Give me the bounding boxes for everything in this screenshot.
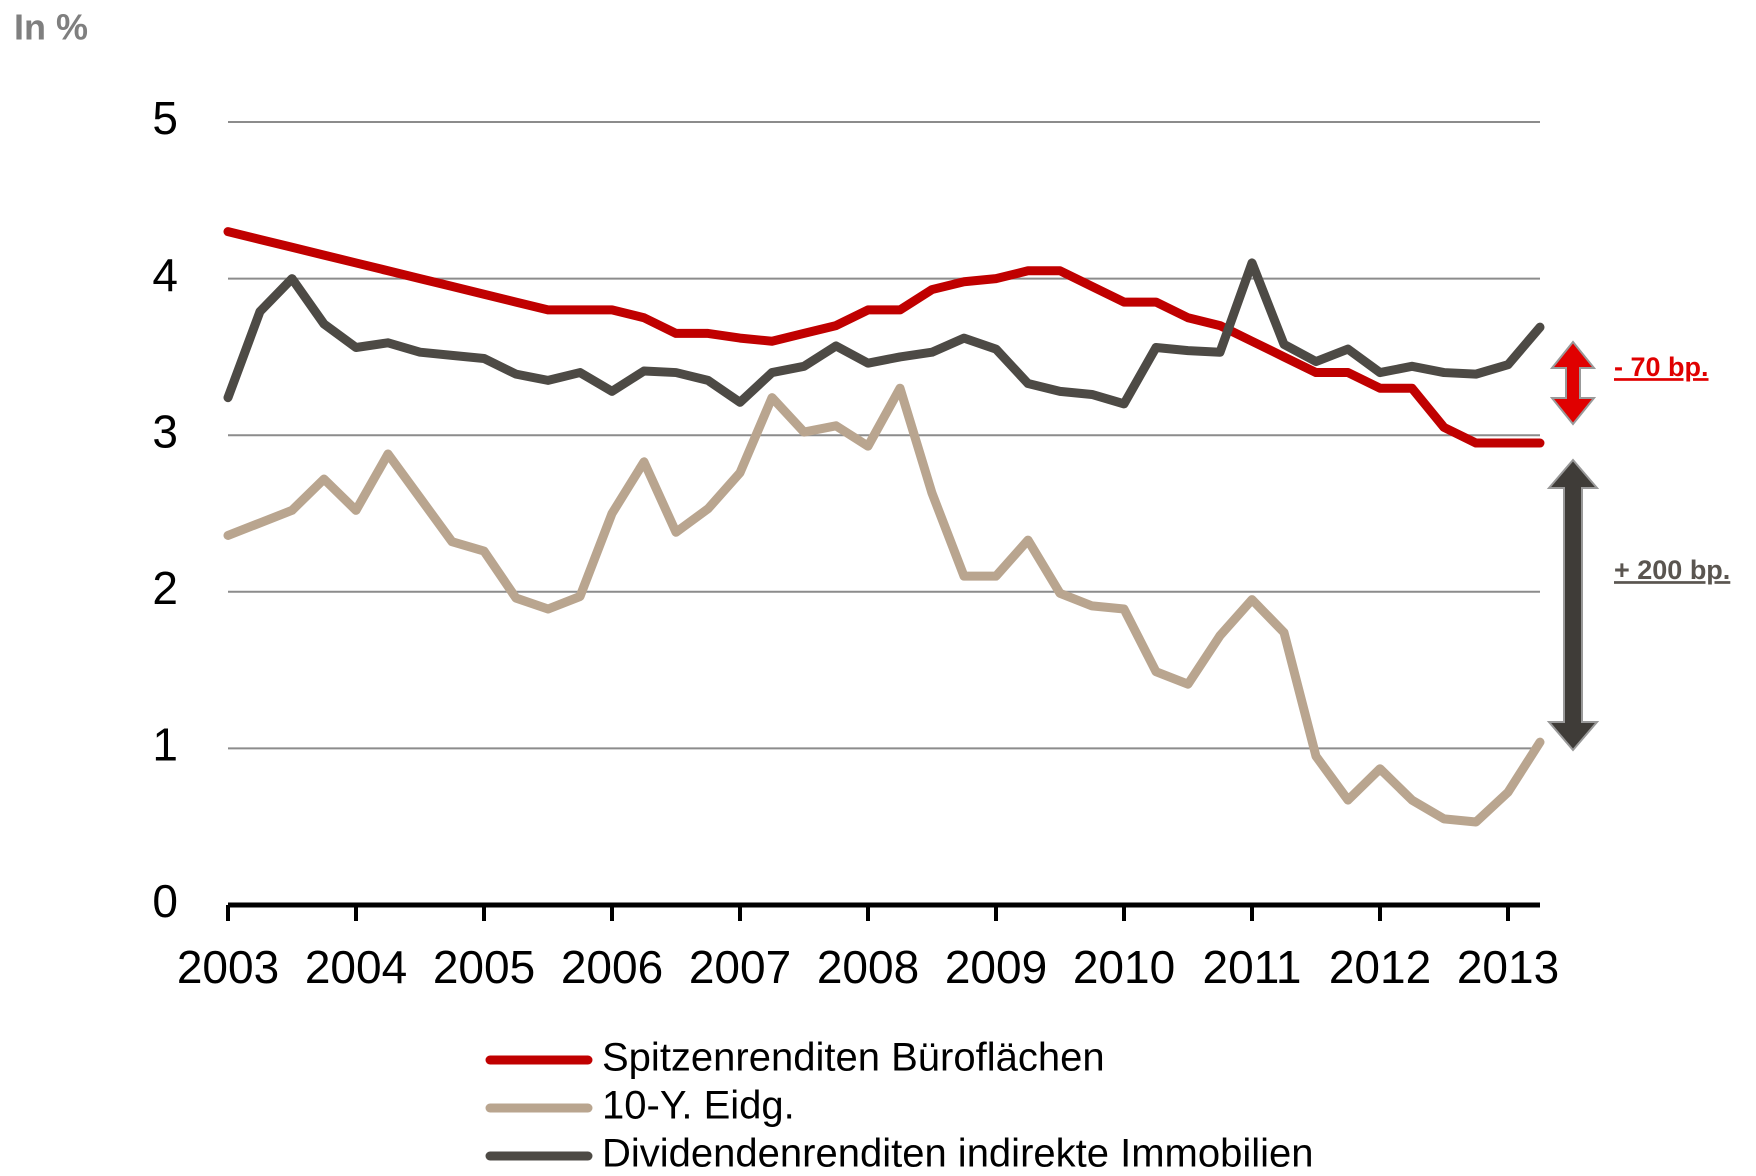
x-tick-label: 2003 bbox=[177, 941, 279, 993]
x-tick-label: 2007 bbox=[689, 941, 791, 993]
y-tick-label: 4 bbox=[152, 249, 178, 301]
series-line bbox=[223, 383, 1545, 827]
series-line bbox=[223, 227, 1545, 448]
annotation: + 200 bp. bbox=[1614, 555, 1730, 585]
series-line bbox=[223, 258, 1545, 409]
x-tick-label: 2008 bbox=[817, 941, 919, 993]
legend-label: 10-Y. Eidg. bbox=[602, 1084, 795, 1128]
legend-label: Dividendenrenditen indirekte Immobilien bbox=[602, 1132, 1314, 1176]
x-tick-label: 2010 bbox=[1073, 941, 1175, 993]
x-tick-label: 2006 bbox=[561, 941, 663, 993]
x-tick-label: 2005 bbox=[433, 941, 535, 993]
x-tick-label: 2011 bbox=[1203, 941, 1302, 993]
gray-arrow bbox=[1546, 458, 1600, 752]
y-tick-label: 2 bbox=[152, 562, 178, 614]
legend-label: Spitzenrenditen Büroflächen bbox=[602, 1036, 1105, 1080]
chart-title: In % bbox=[14, 7, 88, 48]
y-tick-label: 0 bbox=[152, 875, 178, 927]
annotation: - 70 bp. bbox=[1614, 352, 1709, 382]
y-tick-label: 1 bbox=[152, 719, 178, 771]
y-tick-label: 3 bbox=[152, 405, 178, 457]
x-tick-label: 2009 bbox=[945, 941, 1047, 993]
x-tick-label: 2004 bbox=[305, 941, 407, 993]
y-tick-label: 5 bbox=[152, 92, 178, 144]
x-tick-label: 2013 bbox=[1457, 941, 1559, 993]
x-tick-label: 2012 bbox=[1329, 941, 1431, 993]
red-arrow bbox=[1549, 340, 1597, 426]
